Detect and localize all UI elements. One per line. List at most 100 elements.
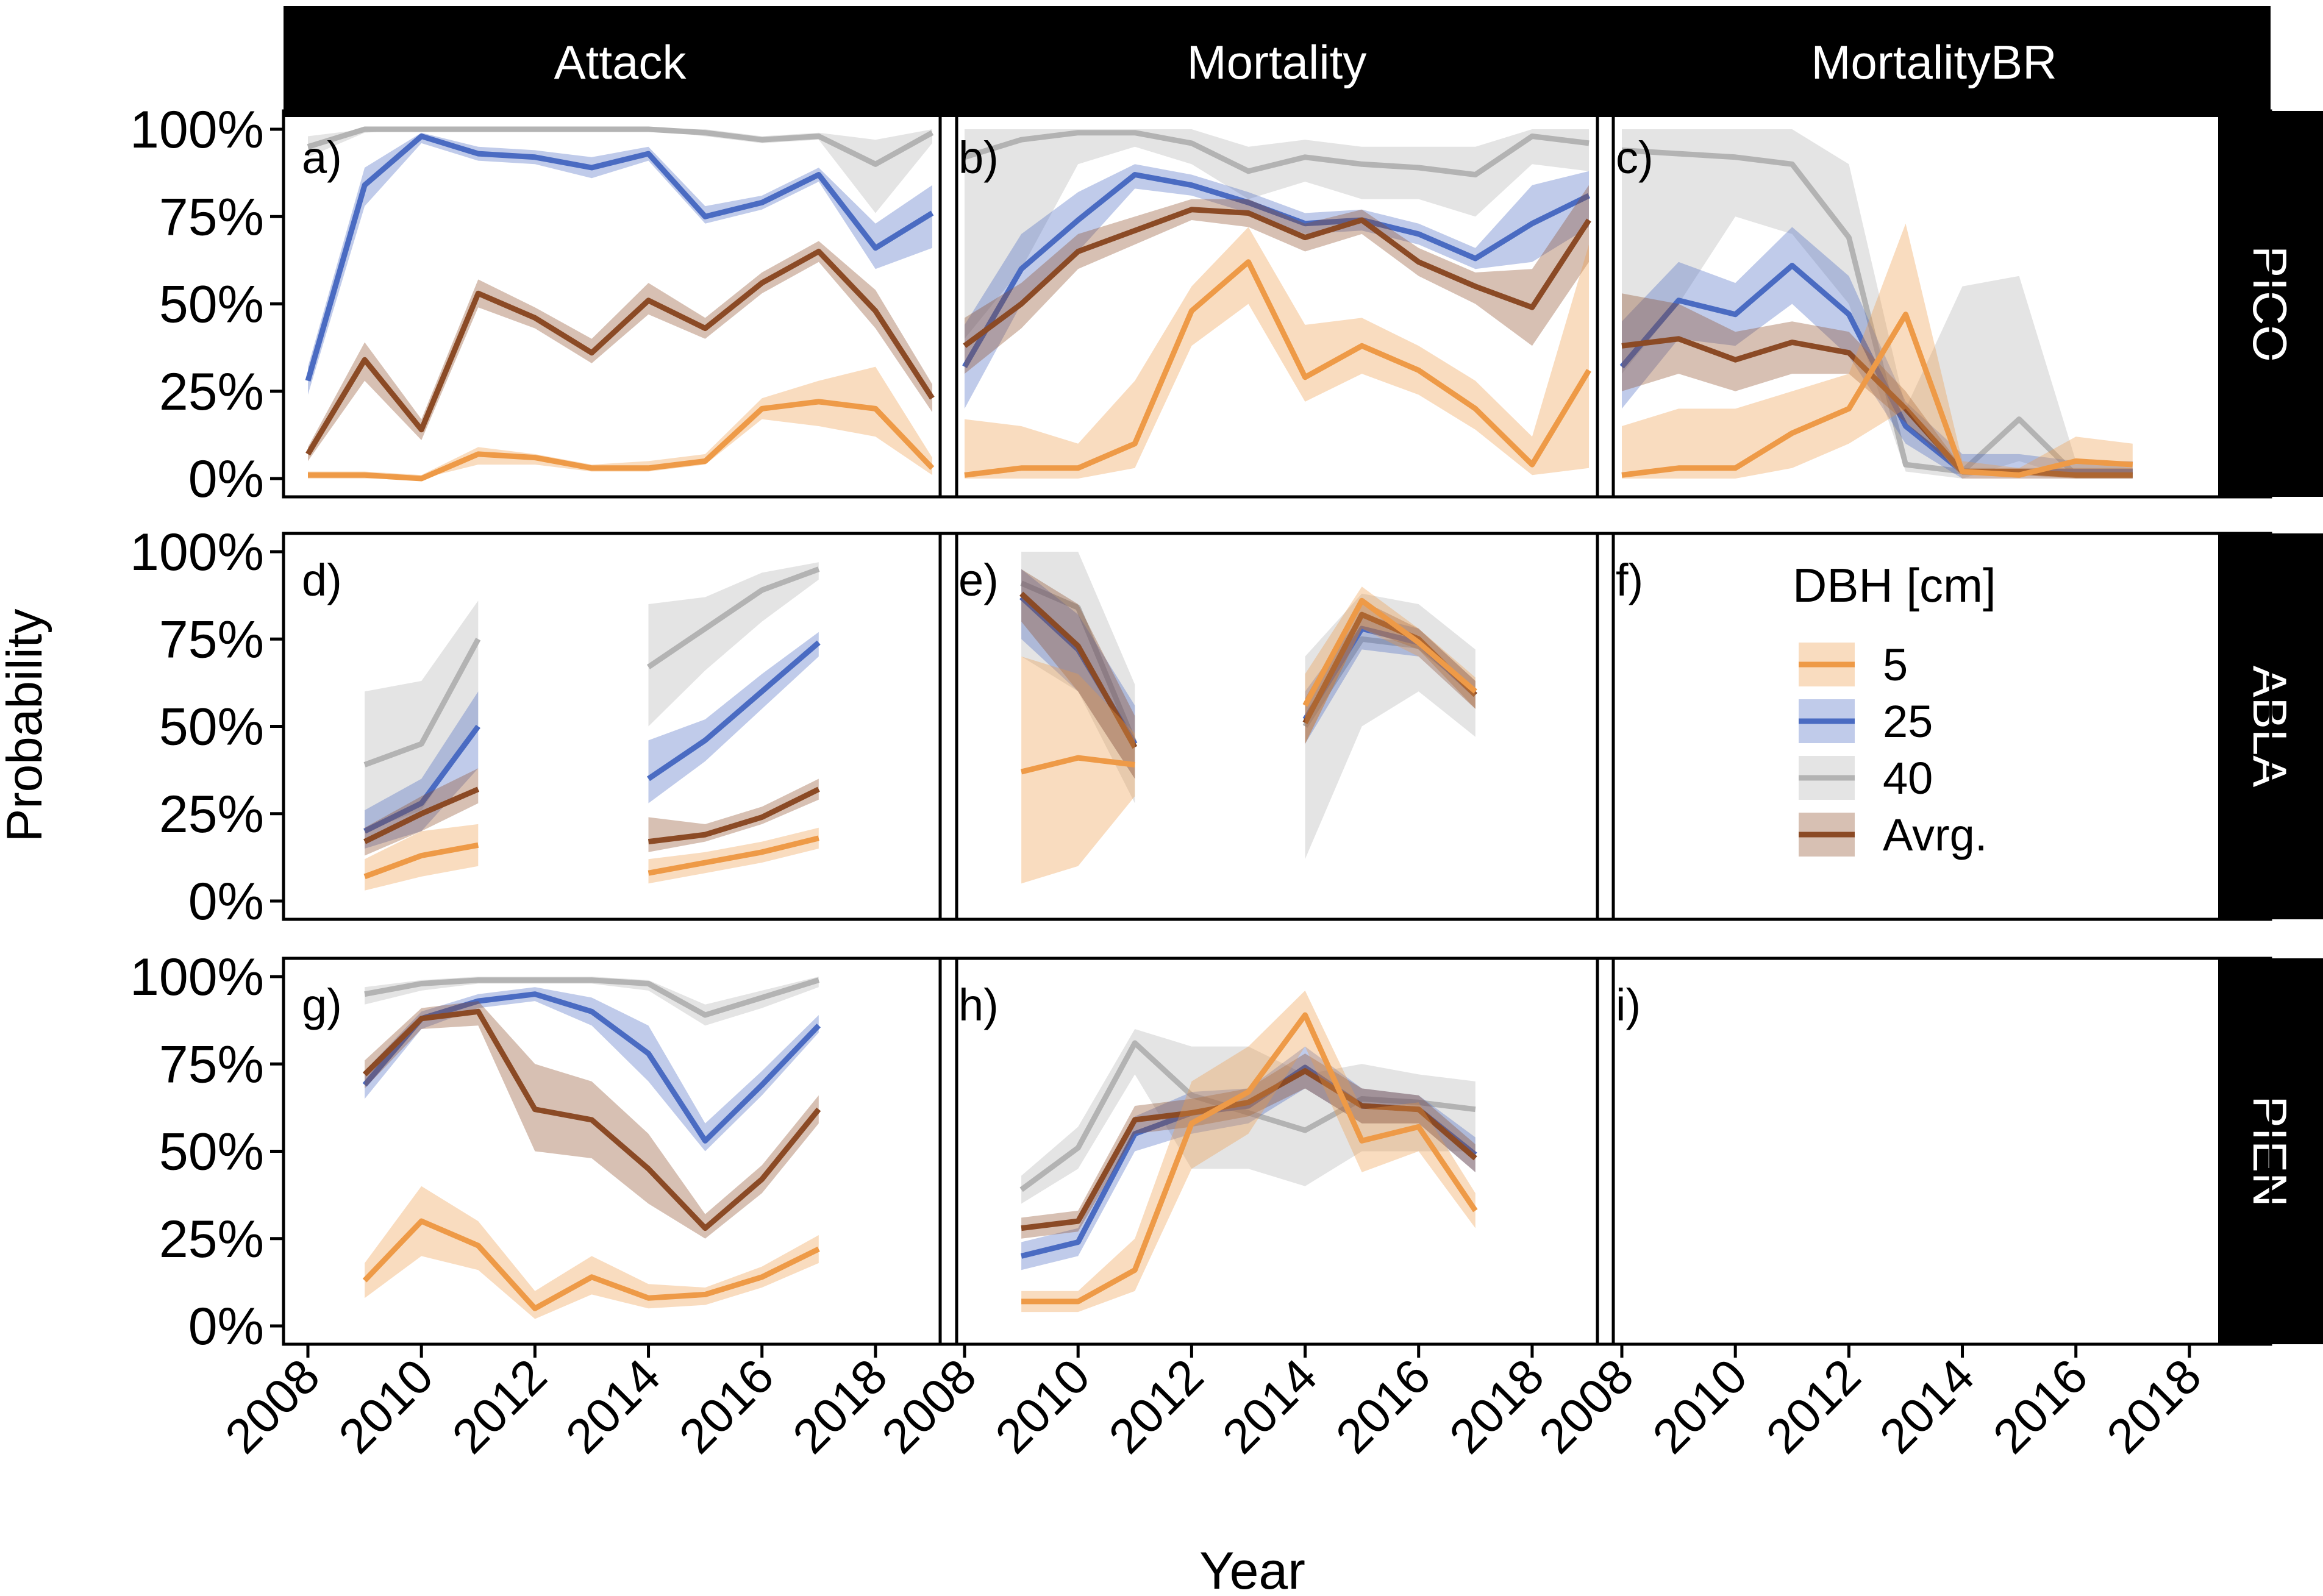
series-line bbox=[1019, 591, 1138, 749]
panels-layer: Attack Mortality MortalityBRPICOABLAPIENa)… bbox=[130, 6, 2323, 1464]
series-5 bbox=[964, 227, 1591, 479]
panel-frame bbox=[1596, 109, 2272, 499]
confidence-band bbox=[1021, 656, 1135, 884]
column-strip-label: Mortality bbox=[1187, 35, 1367, 89]
y-tick-label: 50% bbox=[159, 1123, 264, 1181]
column-strip-mortality bbox=[940, 6, 1613, 117]
series-line bbox=[362, 991, 821, 1144]
panel-label: d) bbox=[302, 555, 342, 605]
confidence-band bbox=[1622, 129, 2133, 479]
x-tick-label: 2012 bbox=[1099, 1348, 1214, 1464]
panel-frame bbox=[1596, 532, 2272, 921]
y-tick-label: 75% bbox=[159, 188, 264, 246]
series-line bbox=[1021, 1012, 1478, 1305]
series-line bbox=[1302, 597, 1477, 707]
y-tick-label: 0% bbox=[188, 450, 264, 508]
series-line bbox=[964, 259, 1591, 478]
y-tick-label: 25% bbox=[159, 785, 264, 844]
series-line bbox=[963, 207, 1591, 348]
confidence-band bbox=[1622, 227, 2133, 479]
legend-label: 40 bbox=[1883, 753, 1933, 803]
y-tick-label: 50% bbox=[159, 276, 264, 334]
confidence-band bbox=[1021, 552, 1135, 803]
y-tick-label: 75% bbox=[159, 1035, 264, 1094]
x-tick-label: 2014 bbox=[1869, 1348, 1985, 1464]
x-tick-label: 2018 bbox=[2096, 1348, 2211, 1464]
panel-frame bbox=[938, 109, 1615, 499]
y-tick-label: 50% bbox=[159, 698, 264, 757]
confidence-band bbox=[1622, 293, 2133, 479]
series-line bbox=[305, 134, 934, 382]
panel-e: e) bbox=[938, 532, 1615, 921]
panel-label: e) bbox=[958, 555, 999, 605]
series-40 bbox=[364, 977, 820, 1026]
legend-label: 5 bbox=[1883, 639, 1908, 690]
series-40 bbox=[1020, 552, 1477, 860]
y-tick-label: 0% bbox=[188, 872, 264, 931]
series-line bbox=[1621, 147, 2133, 478]
series-line bbox=[646, 566, 820, 669]
legend-entry-5: 5 bbox=[1799, 639, 1908, 690]
series-avrg bbox=[1621, 293, 2133, 479]
series-line bbox=[648, 786, 820, 845]
panel-d: d) 0% 25% 50% 75% 100% bbox=[130, 523, 958, 931]
series-avrg bbox=[363, 768, 820, 856]
series-line bbox=[1020, 580, 1138, 745]
series-line bbox=[1021, 1068, 1477, 1231]
series-avrg bbox=[362, 1001, 821, 1239]
series-line bbox=[363, 638, 481, 768]
x-tick-label: 2018 bbox=[782, 1348, 897, 1464]
series-40 bbox=[963, 129, 1590, 339]
x-tick-label: 2012 bbox=[442, 1348, 557, 1464]
series-40 bbox=[1019, 1029, 1476, 1204]
x-tick-label: 2016 bbox=[669, 1348, 784, 1464]
legend-label: 25 bbox=[1883, 696, 1933, 747]
column-strip-attack bbox=[284, 6, 957, 117]
confidence-band bbox=[965, 129, 1589, 339]
confidence-band bbox=[308, 129, 932, 213]
series-line bbox=[307, 126, 934, 167]
series-line bbox=[1019, 1040, 1476, 1192]
series-line bbox=[1621, 312, 2133, 478]
confidence-band bbox=[1021, 1029, 1476, 1204]
x-tick-label: 2008 bbox=[871, 1348, 987, 1464]
legend-entry-40: 40 bbox=[1799, 753, 1933, 803]
panel-b: b) bbox=[938, 109, 1615, 499]
confidence-band bbox=[648, 562, 819, 727]
x-tick-label: 2008 bbox=[1529, 1348, 1644, 1464]
column-strip-label: MortalityBR bbox=[1811, 35, 2057, 89]
series-line bbox=[362, 1008, 821, 1231]
series-line bbox=[363, 786, 480, 844]
series-line bbox=[308, 399, 935, 482]
series-line bbox=[363, 842, 479, 880]
panel-f: f) bbox=[1596, 532, 2272, 921]
confidence-band bbox=[365, 691, 479, 849]
series-line bbox=[362, 1218, 820, 1311]
legend: DBH [cm] 5 25 40 Avrg. bbox=[1793, 558, 1996, 860]
legend-title: DBH [cm] bbox=[1793, 558, 1996, 612]
legend-entry-avrg: Avrg. bbox=[1799, 810, 1987, 860]
legend-label: Avrg. bbox=[1883, 810, 1987, 860]
y-tick-label: 0% bbox=[188, 1297, 264, 1356]
legend-entry-25: 25 bbox=[1799, 696, 1933, 747]
series-5 bbox=[1621, 223, 2133, 479]
confidence-band bbox=[365, 1186, 819, 1319]
series-5 bbox=[363, 824, 819, 891]
series-5 bbox=[308, 366, 935, 482]
series-25 bbox=[362, 987, 821, 1152]
x-tick-label: 2014 bbox=[555, 1348, 671, 1464]
y-tick-label: 100% bbox=[130, 101, 264, 159]
column-strip-label: Attack bbox=[554, 35, 687, 89]
panel-label: b) bbox=[958, 132, 999, 183]
series-avrg bbox=[963, 185, 1591, 374]
panel-c: c) bbox=[1596, 109, 2272, 499]
panel-a: a) 0% 25% 50% 75% 100% bbox=[130, 101, 958, 508]
x-axis-label: Year bbox=[1199, 1542, 1305, 1596]
panel-frame bbox=[1596, 957, 2272, 1346]
confidence-band bbox=[1021, 1053, 1476, 1239]
confidence-band bbox=[308, 366, 932, 479]
series-avrg bbox=[305, 241, 935, 461]
panel-label: c) bbox=[1616, 132, 1654, 183]
x-tick-label: 2008 bbox=[215, 1348, 330, 1464]
